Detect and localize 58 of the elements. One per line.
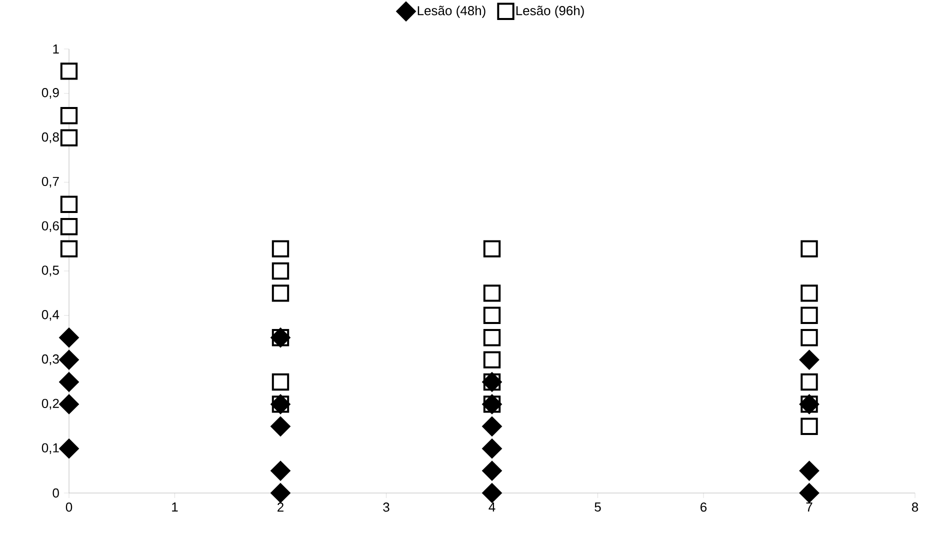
x-tick-label: 4 (488, 502, 496, 512)
y-tick-label: 0,9 (42, 88, 59, 99)
point (482, 416, 502, 436)
point (799, 350, 820, 370)
point (800, 284, 818, 302)
x-tick-label: 0 (66, 502, 72, 512)
point (800, 306, 818, 324)
point (60, 240, 78, 258)
point (483, 306, 501, 324)
point (483, 351, 501, 368)
point (799, 483, 820, 503)
point (60, 106, 78, 124)
y-tick-label: 0,6 (42, 221, 59, 232)
point (60, 129, 78, 146)
point (800, 373, 818, 391)
point (800, 240, 818, 258)
point (60, 196, 78, 213)
point (482, 461, 502, 481)
y-tick-label: 0,8 (42, 132, 59, 144)
point (59, 372, 79, 392)
point (482, 438, 502, 458)
y-tick-label: 0 (52, 488, 59, 498)
point (272, 262, 290, 280)
point (60, 62, 78, 80)
point (799, 461, 820, 481)
y-tick-label: 0,3 (42, 354, 59, 366)
x-tick-label: 5 (594, 502, 601, 512)
point (270, 461, 290, 481)
point (270, 416, 290, 436)
point (59, 350, 79, 370)
y-tick-label: 0,7 (42, 176, 59, 188)
y-tick-label: 0,4 (42, 310, 60, 321)
y-tick-label: 1 (53, 44, 59, 54)
y-tick-label: 0,1 (42, 443, 59, 454)
point (482, 483, 502, 503)
y-tick-label: 0,5 (42, 266, 59, 276)
legend-label: Lesão (48h) (418, 6, 486, 18)
point (59, 394, 79, 414)
x-tick-label: 1 (172, 502, 178, 512)
legend-label: Lesão (96h) (516, 6, 584, 18)
point (483, 328, 501, 346)
point (272, 284, 290, 302)
point (59, 438, 79, 458)
point (59, 328, 79, 348)
x-tick-label: 6 (700, 502, 707, 512)
y-tick-label: 0,2 (42, 398, 59, 410)
x-tick-label: 8 (912, 502, 918, 512)
point (800, 418, 818, 435)
x-tick-label: 3 (383, 502, 390, 512)
point (272, 240, 290, 258)
point (800, 328, 818, 346)
x-tick-label: 7 (806, 502, 812, 512)
point (483, 240, 501, 258)
point (272, 373, 290, 391)
point (483, 284, 501, 302)
point (270, 483, 290, 503)
x-tick-label: 2 (278, 502, 284, 512)
point (60, 218, 78, 236)
